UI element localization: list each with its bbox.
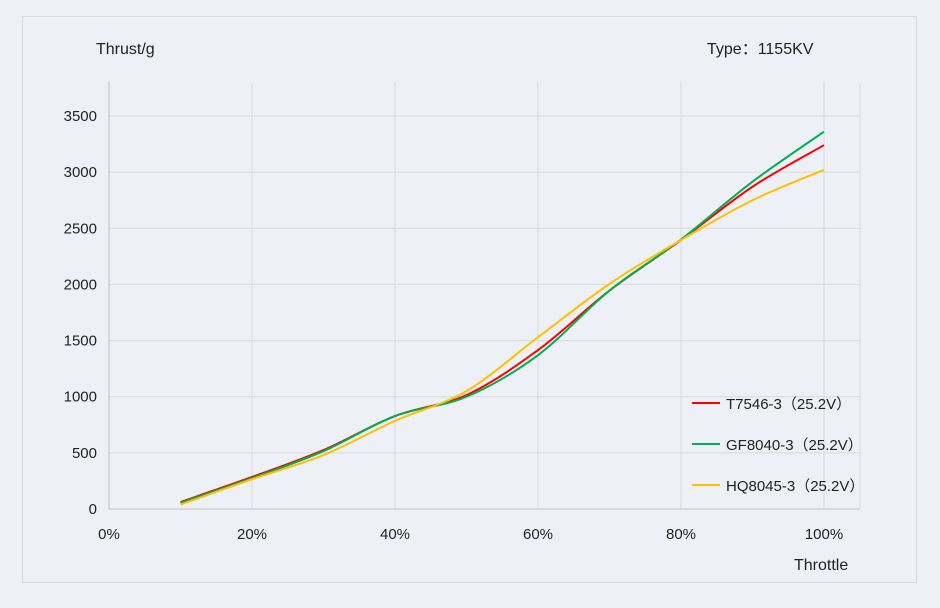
type-annotation: Type：1155KV: [707, 41, 814, 58]
chart-frame: [22, 16, 917, 583]
legend-label: HQ8045-3（25.2V）: [726, 478, 864, 495]
y-tick-label: 1000: [64, 389, 97, 406]
series-line-0: [180, 144, 825, 503]
y-tick-label: 3000: [64, 164, 97, 181]
grid: [108, 82, 861, 510]
legend: T7546-3（25.2V） GF8040-3（25.2V） HQ8045-3（25…: [692, 396, 864, 495]
series-line-2: [180, 168, 825, 506]
series-line-1: [180, 130, 825, 504]
y-tick-label: 0: [89, 501, 97, 518]
x-tick-label: 40%: [380, 526, 410, 543]
y-tick-label: 3500: [64, 108, 97, 125]
y-tick-label: 2500: [64, 220, 97, 237]
x-tick-label: 0%: [98, 526, 120, 543]
y-tick-label: 500: [72, 445, 97, 462]
x-axis-label: Throttle: [794, 557, 848, 574]
legend-label: GF8040-3（25.2V）: [726, 437, 863, 454]
x-tick-label: 20%: [237, 526, 267, 543]
x-tick-label: 100%: [805, 526, 843, 543]
x-tick-label: 60%: [523, 526, 553, 543]
legend-label: T7546-3（25.2V）: [726, 396, 851, 413]
y-axis-label: Thrust/g: [96, 41, 155, 58]
series-lines: [180, 130, 825, 506]
x-tick-label: 80%: [666, 526, 696, 543]
y-tick-label: 1500: [64, 333, 97, 350]
tick-labels: 0 500 1000 1500 2000 2500 3000 3500 0% 20% 40% 60% 8…: [64, 108, 844, 543]
y-tick-label: 2000: [64, 276, 97, 293]
